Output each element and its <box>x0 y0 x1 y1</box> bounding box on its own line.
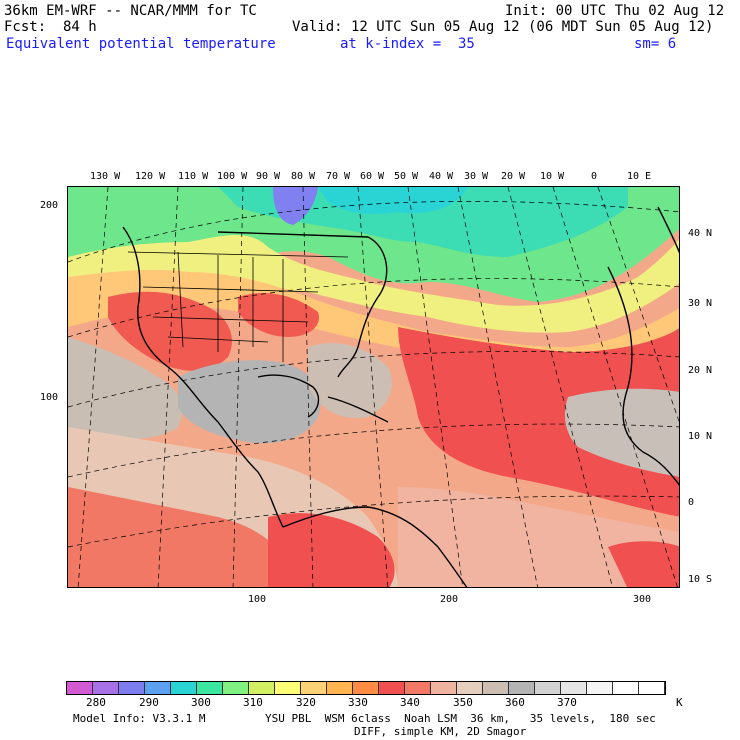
legend-swatch <box>275 682 301 694</box>
legend-swatch <box>197 682 223 694</box>
lat-label: 10 N <box>688 431 713 442</box>
legend-swatch <box>613 682 639 694</box>
map-svg <box>68 187 679 587</box>
legend-label: 340 <box>400 696 420 709</box>
lon-label: 120 W <box>135 171 166 182</box>
color-legend <box>66 681 666 695</box>
grid-x-label: 100 <box>248 594 267 605</box>
lat-label: 30 N <box>688 298 713 309</box>
legend-label: 290 <box>139 696 159 709</box>
legend-swatch <box>639 682 665 694</box>
legend-label: 300 <box>191 696 211 709</box>
physics-info: YSU PBL WSM 6class Noah LSM 36 km, 35 le… <box>265 712 656 725</box>
legend-swatch <box>353 682 379 694</box>
lat-label: 40 N <box>688 228 713 239</box>
lon-label: 50 W <box>394 171 419 182</box>
legend-swatch <box>301 682 327 694</box>
lon-label: 10 W <box>540 171 565 182</box>
legend-label: 280 <box>86 696 106 709</box>
theta-e-map <box>67 186 680 588</box>
legend-swatch <box>405 682 431 694</box>
grid-y-label: 100 <box>40 392 59 403</box>
lat-label: 0 <box>688 497 695 508</box>
model-title: 36km EM-WRF -- NCAR/MMM for TC <box>4 3 257 19</box>
legend-swatch <box>223 682 249 694</box>
lon-label: 40 W <box>429 171 454 182</box>
diffusion-info: DIFF, simple KM, 2D Smagor <box>354 725 527 738</box>
smoothing-info: sm= 6 <box>634 36 677 52</box>
lon-label: 70 W <box>326 171 351 182</box>
grid-y-label: 200 <box>40 200 59 211</box>
legend-label: 310 <box>243 696 263 709</box>
legend-swatch <box>483 682 509 694</box>
legend-swatch <box>561 682 587 694</box>
grid-x-label: 200 <box>440 594 459 605</box>
legend-swatch <box>431 682 457 694</box>
legend-swatch <box>171 682 197 694</box>
grid-x-label: 300 <box>633 594 652 605</box>
level-info: at k-index = 35 <box>340 36 475 52</box>
legend-label: 330 <box>348 696 368 709</box>
legend-label: 320 <box>296 696 316 709</box>
legend-swatch <box>457 682 483 694</box>
legend-label: 360 <box>505 696 525 709</box>
lon-label: 110 W <box>178 171 209 182</box>
lon-label: 20 W <box>501 171 526 182</box>
legend-swatch <box>67 682 93 694</box>
lon-label: 10 E <box>627 171 652 182</box>
lon-label: 100 W <box>217 171 248 182</box>
valid-time: Valid: 12 UTC Sun 05 Aug 12 (06 MDT Sun … <box>292 19 714 35</box>
model-info: Model Info: V3.3.1 M <box>73 712 206 725</box>
legend-swatch <box>379 682 405 694</box>
field-name: Equivalent potential temperature <box>6 36 276 52</box>
lon-label: 90 W <box>256 171 281 182</box>
lat-label: 20 N <box>688 365 713 376</box>
lon-label: 80 W <box>291 171 316 182</box>
legend-unit: K <box>676 696 683 709</box>
legend-swatch <box>587 682 613 694</box>
init-time: Init: 00 UTC Thu 02 Aug 12 <box>505 3 725 19</box>
legend-swatch <box>249 682 275 694</box>
lon-label: 60 W <box>360 171 385 182</box>
forecast-hour: Fcst: 84 h <box>4 19 97 35</box>
lat-label: 10 S <box>688 574 713 585</box>
legend-swatch <box>509 682 535 694</box>
legend-swatch <box>535 682 561 694</box>
lon-label: 30 W <box>464 171 489 182</box>
legend-swatch <box>93 682 119 694</box>
legend-label: 370 <box>557 696 577 709</box>
legend-swatch <box>327 682 353 694</box>
lon-label: 130 W <box>90 171 121 182</box>
legend-swatch <box>145 682 171 694</box>
legend-swatch <box>119 682 145 694</box>
lon-label: 0 <box>591 171 598 182</box>
legend-label: 350 <box>453 696 473 709</box>
